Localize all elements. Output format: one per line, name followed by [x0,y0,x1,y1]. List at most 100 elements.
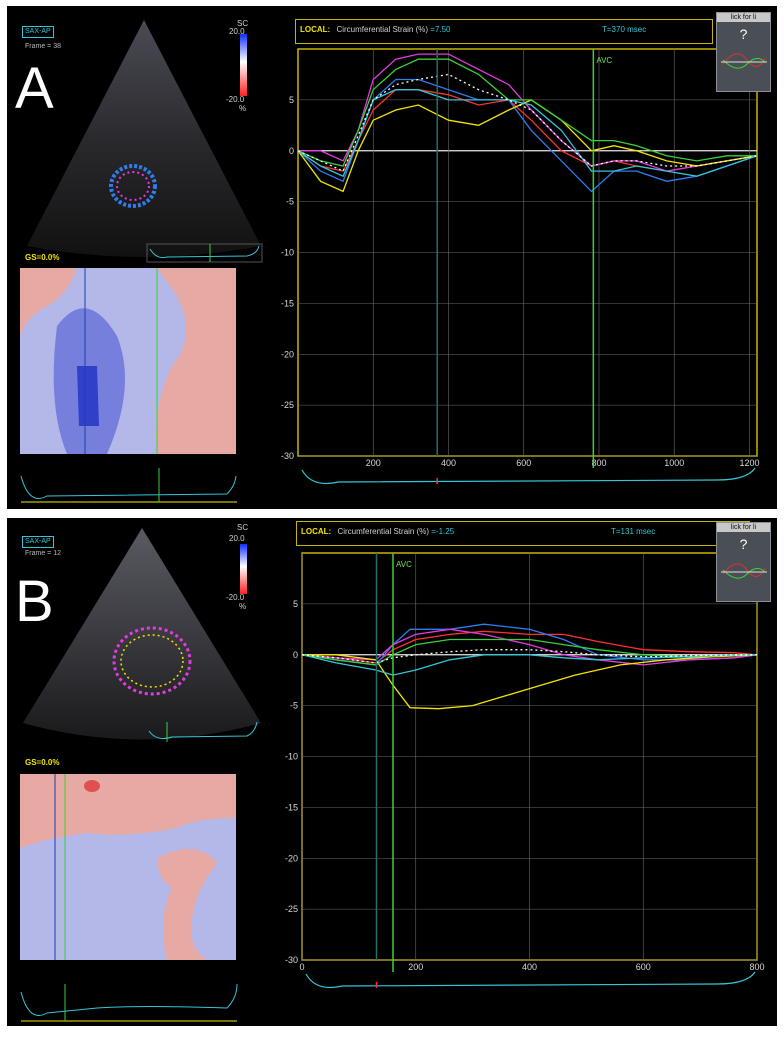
map-trace-line [20,983,238,1016]
y-tick-label: -5 [286,197,294,207]
strain-map-positive-region-right [156,268,236,454]
chart-header: LOCAL: Circumferential Strain (%) =-1.25… [296,521,750,546]
help-button[interactable]: lick for li ? [716,522,771,602]
help-button-label: lick for li [717,13,770,22]
strain-series-4 [302,654,758,710]
local-label: LOCAL: [300,25,331,34]
y-tick-label: 5 [293,599,298,609]
x-tick-label: 400 [522,962,537,972]
y-tick-label: -5 [290,701,298,711]
help-button-label: lick for li [717,523,770,532]
time-readout: T=370 msec [602,25,647,34]
strain-color-bar [240,544,247,594]
chart-b-overlay: AVC [305,553,756,989]
y-tick-label: -20 [281,349,294,359]
strain-map-positive-region [20,268,77,336]
frame-label: Frame = 12 [25,550,61,557]
chart-header: LOCAL: Circumferential Strain (%) =7.50 … [295,19,713,44]
strain-series-6 [297,89,758,178]
y-tick-label: 0 [293,650,298,660]
help-question-icon: ? [739,536,748,552]
scale-unit: % [239,104,247,113]
y-tick-label: 5 [289,95,294,105]
strain-series-7 [301,649,757,664]
panel-letter: A [15,56,54,121]
global-strain-label: GS=0.0% [25,253,60,262]
chart-a-series [297,53,758,193]
y-tick-label: -20 [285,853,298,863]
endocardial-ring [116,171,150,201]
global-strain-label: GS=0.0% [25,758,60,767]
y-tick-label: -15 [285,802,298,812]
x-tick-label: 800 [591,458,606,468]
x-tick-label: 0 [299,962,304,972]
x-tick-label: 1200 [739,458,759,468]
chart-b-grid: 50-5-10-15-20-25-300 200 400 600 800 [285,552,765,972]
chart-b-series [301,623,758,710]
metric-value: =-1.25 [431,527,455,536]
metric-label: Circumferential Strain (%) [336,25,429,34]
avc-label: AVC [396,560,412,569]
strain-series-4 [297,99,758,193]
x-tick-label: 1000 [664,458,684,468]
chart-a-grid: 5 0 -5 -10 -15 -20 -25 -30 200 400 600 800 1000 1200 [281,48,759,468]
chart-a-overlay: AVC [301,49,756,485]
frame-label: Frame = 38 [25,43,61,50]
y-tick-label: -10 [285,752,298,762]
header-text: LOCAL: Circumferential Strain (%) =7.50 [300,25,451,34]
scale-max: 20.0 [229,534,245,543]
scale-min: -20.0 [226,593,245,602]
x-tick-label: 400 [441,458,456,468]
myocardium-tracking-ring[interactable] [109,164,157,208]
panel-a: 5 0 -5 -10 -15 -20 -25 -30 200 400 600 800 1000 1200 … [7,6,777,509]
help-button[interactable]: lick for li ? [716,12,771,92]
strain-series-3 [298,53,758,172]
strain-map-hotspot [84,780,100,792]
y-tick-label: -30 [281,451,294,461]
time-readout: T=131 msec [611,527,656,536]
view-tag[interactable]: SAX-AP [22,536,54,548]
header-text: LOCAL: Circumferential Strain (%) =-1.25 [301,527,454,536]
x-tick-label: 600 [516,458,531,468]
x-tick-label: 600 [636,962,651,972]
strain-map-positive-region [20,774,236,848]
map-trace-line [20,475,237,499]
strain-series-2 [301,623,758,666]
scale-unit: % [239,602,247,611]
x-tick-label: 200 [408,962,423,972]
mini-trace-line [149,245,260,259]
scale-max: 20.0 [229,27,245,36]
avc-label: AVC [596,56,612,65]
help-thumbnail [721,53,767,69]
y-tick-label: -15 [281,298,294,308]
help-question-icon: ? [739,26,748,42]
local-label: LOCAL: [301,527,332,536]
ultrasound-sector [27,20,261,257]
metric-value: =7.50 [430,25,451,34]
strain-series-7 [297,73,758,172]
endocardial-ring [120,634,184,688]
metric-label: Circumferential Strain (%) [337,527,430,536]
scale-title: SC [237,523,249,532]
myocardium-tracking-ring[interactable] [112,626,192,696]
strain-map-positive-region-lower [157,849,217,960]
y-tick-label: -25 [285,904,298,914]
help-thumbnail [721,563,767,579]
strain-color-bar [240,34,247,96]
panel-b: 5 0 -5 -10 -15 -20 -25 -30 0 200 400 600 800 AVC B S… [7,518,777,1026]
x-tick-label: 800 [749,962,764,972]
x-tick-label: 200 [366,458,381,468]
strain-series-6 [301,654,757,676]
strain-map-deep-region [77,366,99,426]
strain-series-5 [297,58,757,167]
view-tag[interactable]: SAX-AP [22,26,54,38]
y-tick-label: -10 [281,248,294,258]
mini-trace-box [146,243,263,263]
y-tick-label: -30 [285,955,298,965]
timeline-trace [305,971,756,989]
panel-letter: B [15,569,54,634]
panel-b-graphics: 50-5-10-15-20-25-300 200 400 600 800 AVC [20,528,765,1022]
y-tick-label: 0 [289,146,294,156]
ultrasound-sector [23,528,261,740]
